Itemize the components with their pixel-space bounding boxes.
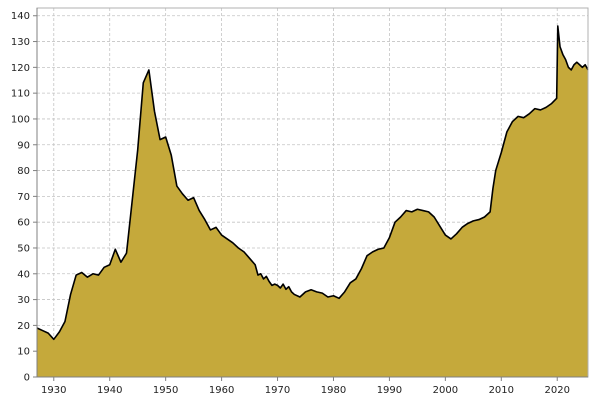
x-tick-label: 1970 — [265, 385, 290, 396]
x-tick-label: 1990 — [377, 385, 402, 396]
y-tick-label: 10 — [17, 347, 30, 358]
y-tick-label: 70 — [17, 192, 30, 203]
series-area — [37, 26, 588, 378]
y-tick-label: 50 — [17, 243, 30, 254]
x-tick-label: 2000 — [433, 385, 458, 396]
y-tick-label: 30 — [17, 295, 30, 306]
y-tick-label: 80 — [17, 166, 30, 177]
y-tick-label: 90 — [17, 140, 30, 151]
x-axis-ticks: 1930 1940 1950 1960 1970 1980 1990 2000 2010 2020 — [41, 377, 570, 396]
series-line — [36, 25, 589, 341]
y-tick-label: 140 — [11, 11, 30, 22]
x-tick-label: 1980 — [321, 385, 346, 396]
y-tick-label: 0 — [24, 373, 30, 384]
x-tick-label: 1960 — [209, 385, 234, 396]
y-tick-label: 110 — [11, 89, 30, 100]
x-tick-label: 1940 — [97, 385, 122, 396]
y-tick-label: 100 — [11, 114, 30, 125]
x-tick-label: 1950 — [153, 385, 178, 396]
x-tick-label: 2020 — [545, 385, 570, 396]
axes — [36, 7, 589, 378]
y-axis-ticks: 0 10 20 30 40 50 60 70 80 90 100 110 120 130 140 — [11, 11, 37, 384]
y-tick-label: 60 — [17, 218, 30, 229]
y-tick-label: 130 — [11, 37, 30, 48]
y-tick-label: 40 — [17, 269, 30, 280]
y-tick-label: 20 — [17, 321, 30, 332]
y-tick-label: 120 — [11, 63, 30, 74]
x-tick-label: 2010 — [489, 385, 514, 396]
x-tick-label: 1930 — [41, 385, 66, 396]
